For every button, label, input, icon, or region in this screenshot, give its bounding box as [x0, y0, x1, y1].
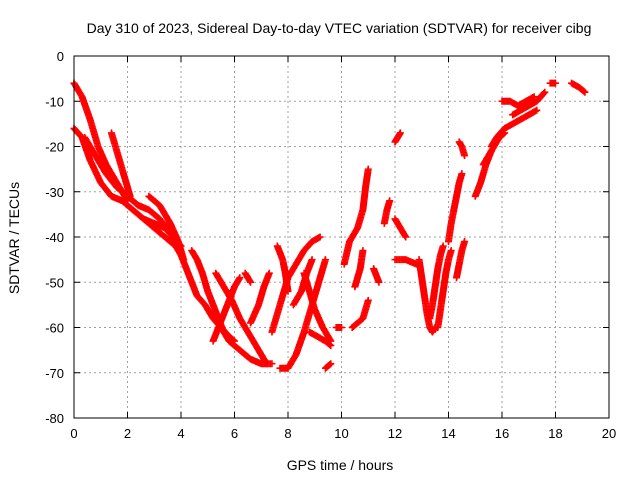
data-point — [338, 324, 345, 331]
data-point — [177, 242, 185, 250]
data-point — [580, 87, 588, 95]
series-arc-27 — [391, 215, 410, 241]
series-arc-32 — [445, 170, 466, 246]
grid — [73, 55, 610, 419]
series-arc-21 — [340, 165, 372, 268]
series-arc-36 — [479, 129, 509, 169]
data-point — [447, 247, 455, 255]
x-tick-label: 2 — [124, 426, 131, 441]
series-arc-24 — [370, 265, 383, 286]
data-point — [581, 88, 589, 96]
series-arc-39 — [509, 88, 549, 119]
y-axis-label: SDTVAR / TECUs — [6, 182, 22, 294]
x-tick-label: 8 — [284, 426, 291, 441]
series-arc-28 — [391, 256, 420, 268]
series-arc-14 — [268, 233, 324, 336]
data-point — [552, 79, 559, 87]
y-tick-label: 0 — [57, 49, 64, 64]
data-point — [327, 360, 335, 368]
series-arc-12 — [247, 269, 273, 327]
series-arc-1 — [70, 79, 131, 205]
y-tick-label: -50 — [45, 275, 64, 290]
x-tick-label: 16 — [495, 426, 509, 441]
series-arc-4 — [107, 129, 134, 200]
series-arc-37 — [487, 106, 541, 150]
axis-ticks: 0 2 4 6 8 10 12 14 16 18 20 0 -10 -20 -30 -40 -50 -60 -70 -… — [45, 49, 616, 441]
series-arc-20 — [332, 324, 345, 331]
series-arc-25 — [380, 197, 394, 227]
x-tick-label: 10 — [334, 426, 348, 441]
series-arc-19 — [321, 360, 335, 372]
x-tick-label: 12 — [388, 426, 402, 441]
series-arc-33 — [453, 238, 469, 282]
x-axis-label: GPS time / hours — [287, 457, 394, 473]
x-tick-label: 0 — [70, 426, 77, 441]
x-tick-label: 4 — [177, 426, 184, 441]
series-arc-10 — [209, 274, 244, 345]
data-point — [461, 152, 469, 160]
series-arc-2 — [70, 124, 185, 259]
data-point — [439, 242, 447, 250]
series-arc-31 — [434, 247, 455, 331]
series-arc-40 — [546, 79, 559, 87]
series-arc-23 — [351, 247, 367, 291]
data-point — [308, 256, 316, 264]
series-arc-38 — [498, 93, 538, 110]
data-point — [533, 106, 541, 114]
y-tick-label: -30 — [45, 185, 64, 200]
y-tick-label: -80 — [45, 411, 64, 426]
data-point — [247, 278, 255, 286]
y-tick-label: -70 — [45, 366, 64, 381]
x-tick-label: 14 — [441, 426, 455, 441]
data-point — [326, 361, 334, 369]
data-point — [364, 165, 372, 173]
series-arc-34 — [455, 138, 469, 160]
data-point — [375, 278, 383, 286]
data-point — [263, 360, 271, 368]
data-point — [402, 233, 410, 241]
data-point — [326, 341, 334, 349]
data-point — [126, 192, 134, 200]
x-tick-label: 20 — [602, 426, 616, 441]
series-arc-6 — [140, 215, 185, 250]
y-tick-label: -40 — [45, 230, 64, 245]
series-arc-30 — [426, 242, 447, 322]
data-point — [386, 197, 394, 205]
data-point — [176, 241, 184, 249]
data-point — [461, 238, 469, 246]
data-point — [265, 269, 273, 277]
data-point — [327, 342, 335, 350]
data-point — [364, 296, 372, 304]
series-arc-17 — [300, 269, 335, 345]
series-arc-18 — [305, 328, 335, 350]
y-tick-label: -60 — [45, 321, 64, 336]
data-point — [458, 170, 466, 178]
series-arc-26 — [391, 129, 404, 146]
data-point — [236, 274, 244, 282]
data-point — [541, 88, 549, 96]
series-arc-11 — [241, 269, 255, 286]
y-tick-label: -10 — [45, 94, 64, 109]
x-tick-label: 18 — [548, 426, 562, 441]
chart-title: Day 310 of 2023, Sidereal Day-to-day VTE… — [87, 20, 592, 36]
data-points — [70, 79, 589, 372]
series-arc-41 — [568, 79, 589, 96]
data-point — [540, 89, 548, 97]
series-arc-22 — [348, 296, 372, 331]
data-point — [316, 233, 324, 241]
data-point — [321, 256, 329, 264]
data-point — [359, 247, 367, 255]
x-tick-label: 6 — [231, 426, 238, 441]
data-point — [396, 129, 404, 137]
data-point — [530, 93, 538, 101]
y-tick-label: -20 — [45, 140, 64, 155]
